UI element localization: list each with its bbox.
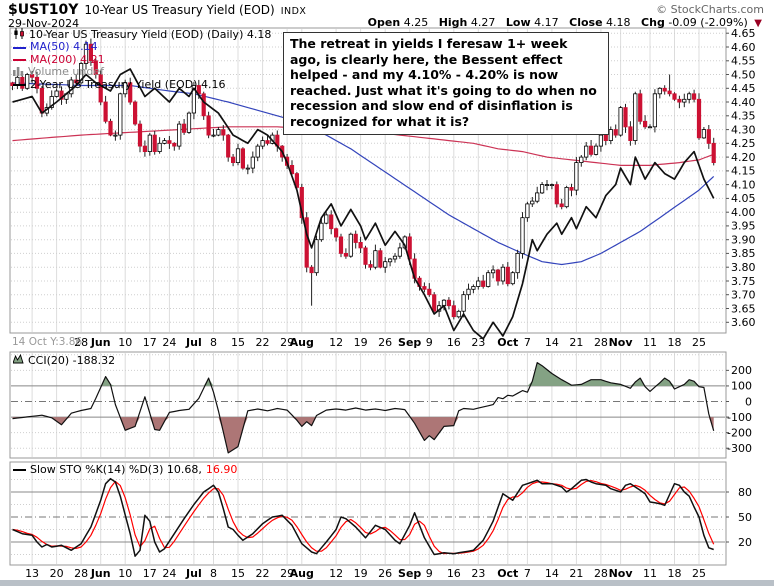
svg-text:28: 28 [594, 336, 608, 349]
svg-text:9: 9 [426, 336, 433, 349]
svg-text:Oct: Oct [497, 336, 518, 349]
svg-text:14: 14 [545, 336, 559, 349]
svg-text:Aug: Aug [290, 567, 314, 580]
svg-text:4.45: 4.45 [731, 82, 756, 95]
svg-text:13: 13 [25, 567, 39, 580]
svg-text:16: 16 [447, 336, 461, 349]
svg-text:4.10: 4.10 [731, 178, 756, 191]
svg-text:Sep: Sep [398, 567, 421, 580]
svg-text:3.60: 3.60 [731, 316, 756, 329]
svg-text:21: 21 [569, 336, 583, 349]
svg-text:100: 100 [731, 380, 752, 393]
svg-text:-200: -200 [727, 426, 752, 439]
svg-text:10: 10 [118, 336, 132, 349]
svg-text:-100: -100 [727, 411, 752, 424]
svg-text:3.80: 3.80 [731, 261, 756, 274]
svg-text:21: 21 [569, 567, 583, 580]
svg-text:16: 16 [447, 567, 461, 580]
svg-text:12: 12 [329, 567, 343, 580]
svg-text:17: 17 [143, 336, 157, 349]
svg-text:Sep: Sep [398, 336, 421, 349]
svg-text:12: 12 [329, 336, 343, 349]
svg-text:Aug: Aug [290, 336, 314, 349]
svg-text:11: 11 [643, 336, 657, 349]
svg-text:29: 29 [280, 336, 294, 349]
svg-text:23: 23 [471, 336, 485, 349]
svg-text:26: 26 [378, 567, 392, 580]
svg-text:8: 8 [210, 336, 217, 349]
svg-text:24: 24 [162, 567, 176, 580]
svg-text:29: 29 [280, 567, 294, 580]
svg-text:Nov: Nov [609, 567, 634, 580]
svg-text:3.70: 3.70 [731, 289, 756, 302]
svg-text:3.95: 3.95 [731, 220, 756, 233]
svg-text:28: 28 [74, 567, 88, 580]
svg-text:23: 23 [471, 567, 485, 580]
svg-text:4.05: 4.05 [731, 192, 756, 205]
svg-text:Oct: Oct [497, 567, 518, 580]
svg-text:22: 22 [256, 567, 270, 580]
svg-text:50: 50 [738, 511, 752, 524]
svg-text:3.90: 3.90 [731, 234, 756, 247]
svg-text:4.50: 4.50 [731, 68, 756, 81]
svg-text:20: 20 [738, 536, 752, 549]
svg-text:4.25: 4.25 [731, 137, 756, 150]
svg-text:19: 19 [354, 567, 368, 580]
svg-text:4.30: 4.30 [731, 123, 756, 136]
svg-text:Jun: Jun [90, 567, 111, 580]
svg-text:-300: -300 [727, 442, 752, 455]
svg-text:9: 9 [426, 567, 433, 580]
svg-text:14: 14 [545, 567, 559, 580]
svg-text:10: 10 [118, 567, 132, 580]
svg-text:3.75: 3.75 [731, 275, 756, 288]
svg-text:4.65: 4.65 [731, 27, 756, 40]
svg-text:19: 19 [354, 336, 368, 349]
svg-text:Jun: Jun [90, 336, 111, 349]
svg-text:20: 20 [50, 567, 64, 580]
svg-text:22: 22 [256, 336, 270, 349]
svg-text:0: 0 [745, 395, 752, 408]
svg-text:3.85: 3.85 [731, 247, 756, 260]
svg-text:11: 11 [643, 567, 657, 580]
svg-text:25: 25 [692, 336, 706, 349]
svg-text:4.55: 4.55 [731, 55, 756, 68]
svg-text:Jul: Jul [185, 336, 202, 349]
svg-text:4.35: 4.35 [731, 110, 756, 123]
svg-text:28: 28 [594, 567, 608, 580]
svg-text:18: 18 [668, 567, 682, 580]
svg-text:4.00: 4.00 [731, 206, 756, 219]
svg-text:Jul: Jul [185, 567, 202, 580]
svg-text:18: 18 [668, 336, 682, 349]
svg-text:3.65: 3.65 [731, 302, 756, 315]
svg-text:17: 17 [143, 567, 157, 580]
svg-text:28: 28 [74, 336, 88, 349]
svg-text:80: 80 [738, 486, 752, 499]
svg-text:15: 15 [231, 336, 245, 349]
svg-text:4.60: 4.60 [731, 41, 756, 54]
svg-text:26: 26 [378, 336, 392, 349]
svg-text:15: 15 [231, 567, 245, 580]
svg-text:7: 7 [524, 567, 531, 580]
svg-text:4.20: 4.20 [731, 151, 756, 164]
svg-text:4.40: 4.40 [731, 96, 756, 109]
svg-text:25: 25 [692, 567, 706, 580]
svg-text:24: 24 [162, 336, 176, 349]
svg-text:7: 7 [524, 336, 531, 349]
svg-text:4.15: 4.15 [731, 165, 756, 178]
svg-text:Nov: Nov [609, 336, 634, 349]
svg-text:200: 200 [731, 364, 752, 377]
svg-text:8: 8 [210, 567, 217, 580]
